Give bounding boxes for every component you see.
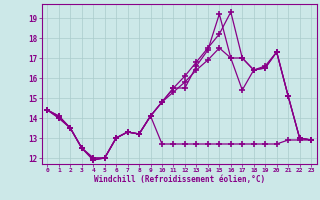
X-axis label: Windchill (Refroidissement éolien,°C): Windchill (Refroidissement éolien,°C) xyxy=(94,175,265,184)
